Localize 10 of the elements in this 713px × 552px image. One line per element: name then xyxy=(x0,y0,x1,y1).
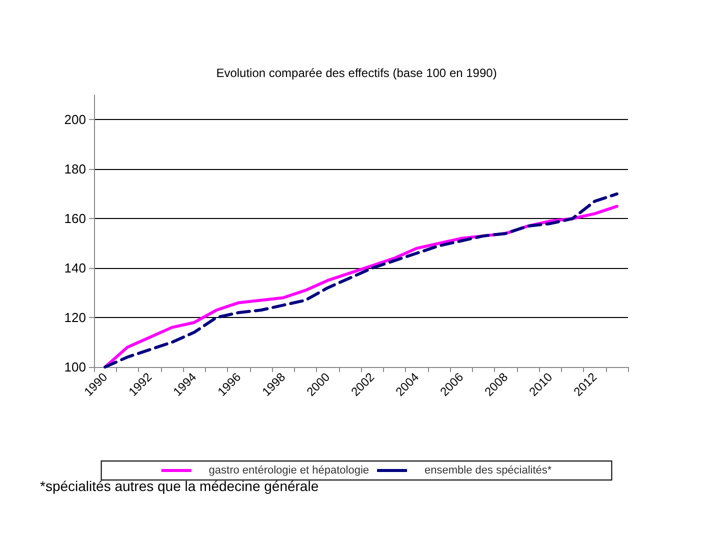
y-tick-label: 160 xyxy=(64,211,86,226)
y-tick-label: 120 xyxy=(64,310,86,326)
y-tick-label: 180 xyxy=(64,162,86,177)
y-tick-label: 100 xyxy=(64,360,86,374)
legend-label: gastro entérologie et hépatologie xyxy=(208,464,370,476)
legend-label: ensemble des spécialités* xyxy=(424,464,552,476)
text: *spécialités autres que la médecine générale xyxy=(40,478,319,494)
chart-title: Evolution comparée des effectifs (base 100 en 1990) xyxy=(216,66,497,80)
y-tick-label: 140 xyxy=(64,260,86,276)
y-tick-label: 200 xyxy=(64,112,86,128)
